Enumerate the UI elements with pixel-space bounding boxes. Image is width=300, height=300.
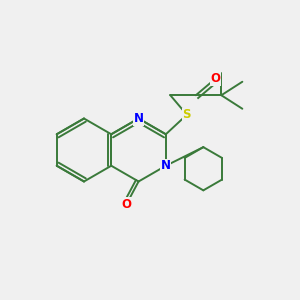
Text: N: N <box>161 159 171 172</box>
Text: O: O <box>210 72 220 85</box>
Text: O: O <box>122 197 132 211</box>
Text: S: S <box>183 108 191 121</box>
Text: N: N <box>134 112 144 125</box>
